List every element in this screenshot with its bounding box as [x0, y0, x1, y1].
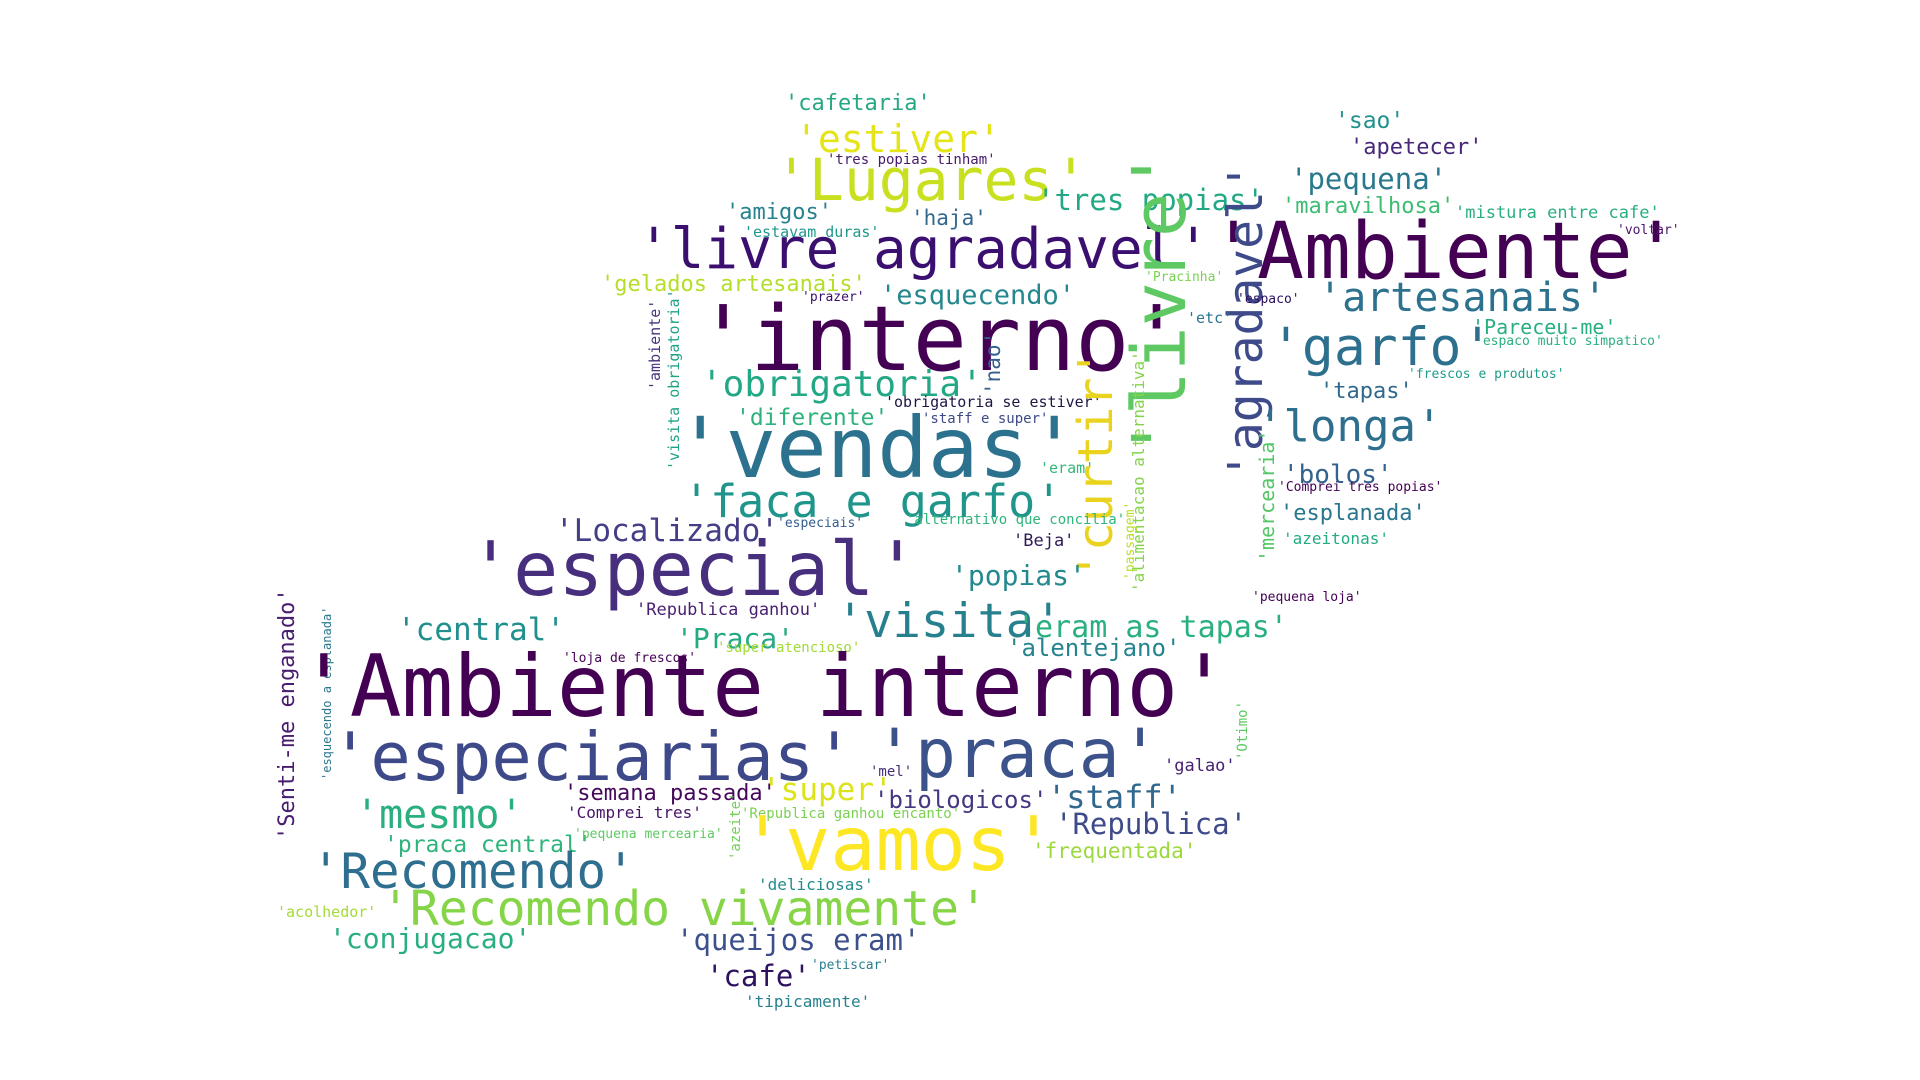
word-tres-popias-tinham: 'tres popias tinham': [827, 152, 996, 168]
word-staff-e-super: 'staff e super': [922, 411, 1048, 427]
word-vamos: 'vamos': [740, 800, 1056, 888]
word-faca-e-garfo: 'faca e garfo': [683, 475, 1062, 528]
word-localizado: 'Localizado': [555, 513, 779, 549]
word-recomendo-vivamente: 'Recomendo vivamente': [381, 881, 988, 937]
word-mistura-entre-cafe: 'mistura entre cafe': [1455, 203, 1660, 223]
word-apetecer: 'apetecer': [1350, 135, 1482, 160]
word-prazer: 'prazer': [802, 290, 865, 305]
word-beja: 'Beja': [1013, 531, 1074, 551]
word-galao: 'galao': [1164, 756, 1236, 776]
word-pracinha: 'Pracinha': [1145, 270, 1223, 285]
word-artesanais: 'artesanais': [1318, 275, 1607, 321]
word-semana-passada: 'semana passada': [564, 781, 776, 806]
word-espaco-muito-simpatico: 'espaco muito simpatico': [1475, 334, 1663, 349]
word-livre-agradavel: 'livre agradavel': [637, 217, 1210, 282]
word-esquecendo-a-esplanada: 'esquecendo a esplanada': [320, 607, 334, 780]
word-eram-as-tapas: 'eram as tapas': [1017, 610, 1288, 645]
word-deliciosas: 'deliciosas': [758, 875, 874, 894]
word-mesmo: 'mesmo': [355, 792, 524, 838]
word-pequena-mercearia: 'pequena mercearia': [574, 827, 723, 842]
word-pequena: 'pequena': [1290, 162, 1447, 196]
word-comprei-tres: 'Comprei tres': [567, 803, 702, 822]
word-obrigatoria-se-estiver: 'obrigatoria se estiver': [885, 393, 1102, 411]
word-republica-ganhou-encanto: 'Republica ganhou encanto': [741, 806, 960, 822]
word-acolhedor: 'acolhedor': [277, 903, 376, 921]
word-voltar: 'voltar': [1617, 223, 1680, 238]
word-garfo: 'garfo': [1270, 317, 1493, 378]
word-petiscar: 'petiscar': [811, 958, 889, 973]
word-praca-central: 'praca central': [384, 832, 592, 858]
word-gelados-artesanais: 'gelados artesanais': [601, 272, 866, 297]
word-alentejano: 'alentejano': [1007, 634, 1180, 662]
word-agradavel: 'agradavel': [1218, 162, 1274, 480]
word-tres-popias: 'tres popias': [1037, 183, 1264, 217]
word-ambiente: 'ambiente': [646, 300, 664, 390]
word-popias: 'popias': [951, 559, 1086, 592]
word-eram: 'eram': [1040, 459, 1094, 477]
word-loja-de-frescos: 'loja de frescos': [563, 651, 696, 666]
word-etc: 'etc': [1187, 309, 1232, 327]
word-cafetaria: 'cafetaria': [785, 91, 931, 116]
word-bolos: 'bolos': [1283, 460, 1393, 490]
word-ambiente: 'Ambiente': [1210, 207, 1680, 297]
word-central: 'central': [397, 612, 565, 648]
word-especial: 'especial': [468, 525, 920, 613]
word-conjugacao: 'conjugacao': [329, 922, 531, 955]
word-super: 'super': [762, 772, 893, 808]
word-maravilhosa: 'maravilhosa': [1282, 194, 1454, 219]
word-especiais: 'especiais': [777, 516, 863, 531]
word-frescos-e-produtos: 'frescos e produtos': [1408, 367, 1565, 382]
word-recomendo: 'Recomendo': [311, 843, 636, 900]
word-ambiente-interno: 'Ambiente interno': [298, 637, 1230, 737]
word-espaco: 'espaco': [1237, 292, 1300, 307]
word-sao: 'sao': [1335, 108, 1404, 134]
word-pequena-loja: 'pequena loja': [1252, 590, 1362, 605]
word-longa: 'longa': [1257, 401, 1442, 452]
word-republica-ganhou: 'Republica ganhou': [636, 600, 820, 620]
word-frequentada: 'frequentada': [1032, 839, 1196, 863]
word-estavam-duras: 'estavam duras': [744, 223, 879, 241]
word-alternativo-que-concilia: 'alternativo que concilia': [906, 512, 1125, 528]
word-esplanada: 'esplanada': [1280, 501, 1426, 526]
word-cafe: 'cafe': [706, 959, 811, 993]
word-mel: 'mel': [870, 764, 912, 780]
word-passagem: 'passagem': [1123, 502, 1138, 580]
word-tapas: 'tapas': [1320, 379, 1413, 404]
word-azeite: 'azeite': [728, 793, 744, 860]
word-praca: 'Praca': [676, 622, 794, 655]
word-senti-me-enganado: 'Senti-me enganado': [275, 588, 300, 840]
word-super-atencioso: 'super atencioso': [717, 640, 860, 656]
word-esquecendo: 'esquecendo': [880, 280, 1075, 311]
word-vendas: 'vendas': [675, 399, 1080, 497]
word-especiarias: 'especiarias': [330, 718, 854, 796]
word-biologicos: 'biologicos': [874, 786, 1047, 814]
word-visita-obrigatoria: 'visita obrigatoria': [665, 289, 683, 470]
word-comprei-tres-popias: 'Comprei tres popias': [1278, 480, 1442, 495]
word-alimentacao-alternativa: 'alimentacao alternativa': [1129, 351, 1148, 592]
word-otimo: 'Otimo': [1235, 701, 1251, 760]
word-haja: 'haja': [911, 206, 987, 230]
word-staff: 'staff': [1047, 778, 1182, 816]
word-livre: 'livre': [1117, 148, 1203, 460]
word-mercearia: 'mercearia': [1255, 430, 1279, 562]
word-tipicamente: 'tipicamente': [745, 992, 870, 1011]
word-queijos-eram: 'queijos eram': [676, 923, 920, 957]
word-praca: 'praca': [874, 715, 1161, 794]
word-nao: 'nao': [981, 332, 1005, 395]
word-interno: 'interno': [696, 287, 1184, 392]
word-diferente: 'diferente': [736, 405, 888, 431]
word-estiver: 'estiver': [795, 117, 1001, 161]
word-visita: 'visita': [836, 594, 1062, 649]
word-republica: 'Republica': [1055, 807, 1247, 841]
word-pareceu-me: 'Pareceu-me': [1472, 315, 1617, 339]
word-curtir: 'curtir': [1068, 349, 1124, 580]
word-amigos: 'amigos': [726, 200, 832, 225]
word-obrigatoria: 'obrigatoria': [701, 364, 983, 405]
word-azeitonas: 'azeitonas': [1283, 529, 1389, 548]
word-lugares: 'Lugares': [774, 146, 1088, 214]
